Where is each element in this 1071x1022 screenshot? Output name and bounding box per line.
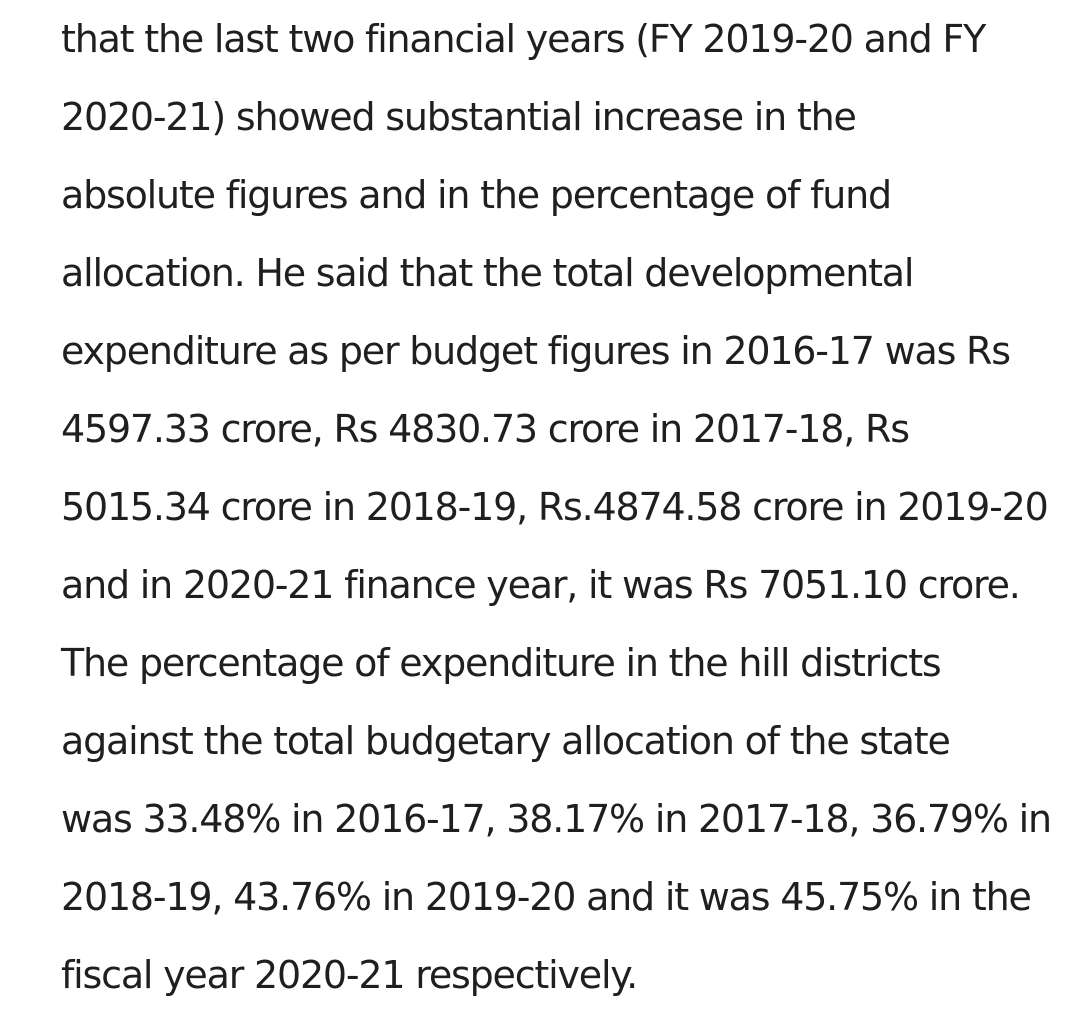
- paragraph-line: 5015.34 crore in 2018-19, Rs.4874.58 cro…: [61, 485, 1049, 529]
- paragraph-line: expenditure as per budget figures in 201…: [61, 329, 1011, 373]
- paragraph-line: allocation. He said that the total devel…: [61, 251, 914, 295]
- paragraph-line: and in 2020-21 finance year, it was Rs 7…: [61, 563, 1021, 607]
- paragraph-line: The percentage of expenditure in the hil…: [61, 641, 942, 685]
- paragraph-line: fiscal year 2020-21 respectively.: [61, 953, 638, 997]
- paragraph-line: absolute figures and in the percentage o…: [61, 173, 892, 217]
- article-body: that the last two financial years (FY 20…: [61, 0, 1061, 1014]
- paragraph-line: that the last two financial years (FY 20…: [61, 17, 986, 61]
- paragraph-line: 4597.33 crore, Rs 4830.73 crore in 2017-…: [61, 407, 910, 451]
- paragraph-line: was 33.48% in 2016-17, 38.17% in 2017-18…: [61, 797, 1052, 841]
- paragraph-line: 2018-19, 43.76% in 2019-20 and it was 45…: [61, 875, 1032, 919]
- paragraph-line: against the total budgetary allocation o…: [61, 719, 951, 763]
- paragraph-line: 2020-21) showed substantial increase in …: [61, 95, 857, 139]
